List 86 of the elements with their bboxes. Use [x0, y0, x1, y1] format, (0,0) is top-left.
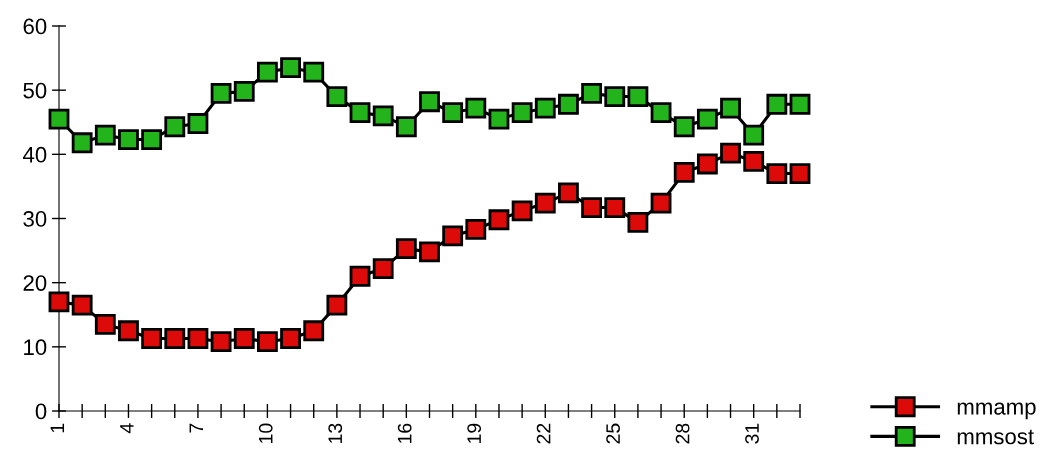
point [94, 313, 116, 335]
point [720, 97, 741, 119]
point [511, 102, 533, 124]
x-tick-label: 7 [189, 423, 203, 433]
point [256, 331, 278, 353]
point [233, 81, 255, 102]
point [395, 116, 417, 138]
point [210, 82, 232, 104]
point [349, 102, 371, 124]
point [558, 93, 579, 115]
point [71, 132, 93, 154]
point [233, 328, 255, 349]
point [71, 294, 93, 316]
legend-label: mmamp [957, 402, 1036, 420]
point [696, 108, 718, 130]
point [465, 218, 487, 240]
point [118, 320, 139, 342]
point [372, 105, 394, 127]
point [604, 86, 626, 107]
point [581, 82, 603, 104]
point [419, 91, 440, 113]
point [187, 113, 209, 134]
x-tick-label: 13 [328, 423, 343, 443]
point [604, 197, 626, 219]
point [673, 161, 695, 183]
point [766, 93, 788, 115]
point [673, 116, 695, 138]
point [581, 197, 603, 219]
legend-label: mmsost [957, 429, 1034, 445]
x-tick-label: 22 [536, 423, 551, 444]
point [558, 182, 579, 204]
point [650, 102, 672, 124]
x-tick-label: 4 [120, 423, 134, 434]
point [766, 163, 788, 184]
point [720, 142, 741, 164]
point [256, 61, 278, 83]
point [442, 225, 464, 247]
point [164, 116, 186, 138]
point [280, 328, 301, 349]
x-tick-label: 28 [675, 423, 690, 444]
point [395, 238, 417, 260]
point [627, 86, 649, 107]
point [534, 192, 556, 214]
point [488, 209, 510, 231]
point [118, 129, 139, 150]
point [48, 291, 70, 313]
point [326, 294, 348, 316]
x-tick-label: 25 [606, 423, 620, 444]
y-tick-label: 50 [23, 82, 47, 99]
x-tick-label: 1 [50, 423, 65, 433]
point [303, 320, 325, 342]
y-tick-label: 0 [35, 403, 47, 420]
point [743, 124, 765, 146]
point [210, 331, 232, 353]
point [372, 258, 394, 279]
x-tick-label: 31 [745, 423, 759, 444]
point [141, 328, 163, 349]
y-tick-label: 60 [23, 18, 47, 35]
point [442, 102, 464, 124]
point [349, 265, 371, 287]
point [419, 241, 440, 263]
point [627, 211, 649, 233]
point [488, 108, 510, 130]
x-tick-label: 16 [397, 423, 412, 443]
point [789, 163, 811, 184]
point [789, 93, 811, 115]
point [743, 150, 765, 172]
point [650, 192, 672, 214]
point [465, 97, 487, 119]
point [48, 108, 70, 130]
point [164, 328, 186, 349]
y-tick-label: 30 [23, 211, 47, 227]
point [511, 200, 533, 222]
x-tick-label: 10 [258, 423, 273, 443]
point [303, 61, 325, 83]
point [280, 57, 301, 79]
point [94, 124, 116, 146]
x-tick-label: 19 [467, 423, 482, 443]
point [187, 328, 209, 349]
y-tick-label: 10 [24, 339, 47, 356]
point [141, 129, 163, 150]
y-tick-label: 40 [22, 146, 47, 163]
point [534, 97, 556, 119]
y-tick-label: 20 [23, 275, 47, 291]
point [696, 153, 718, 175]
point [326, 86, 348, 107]
